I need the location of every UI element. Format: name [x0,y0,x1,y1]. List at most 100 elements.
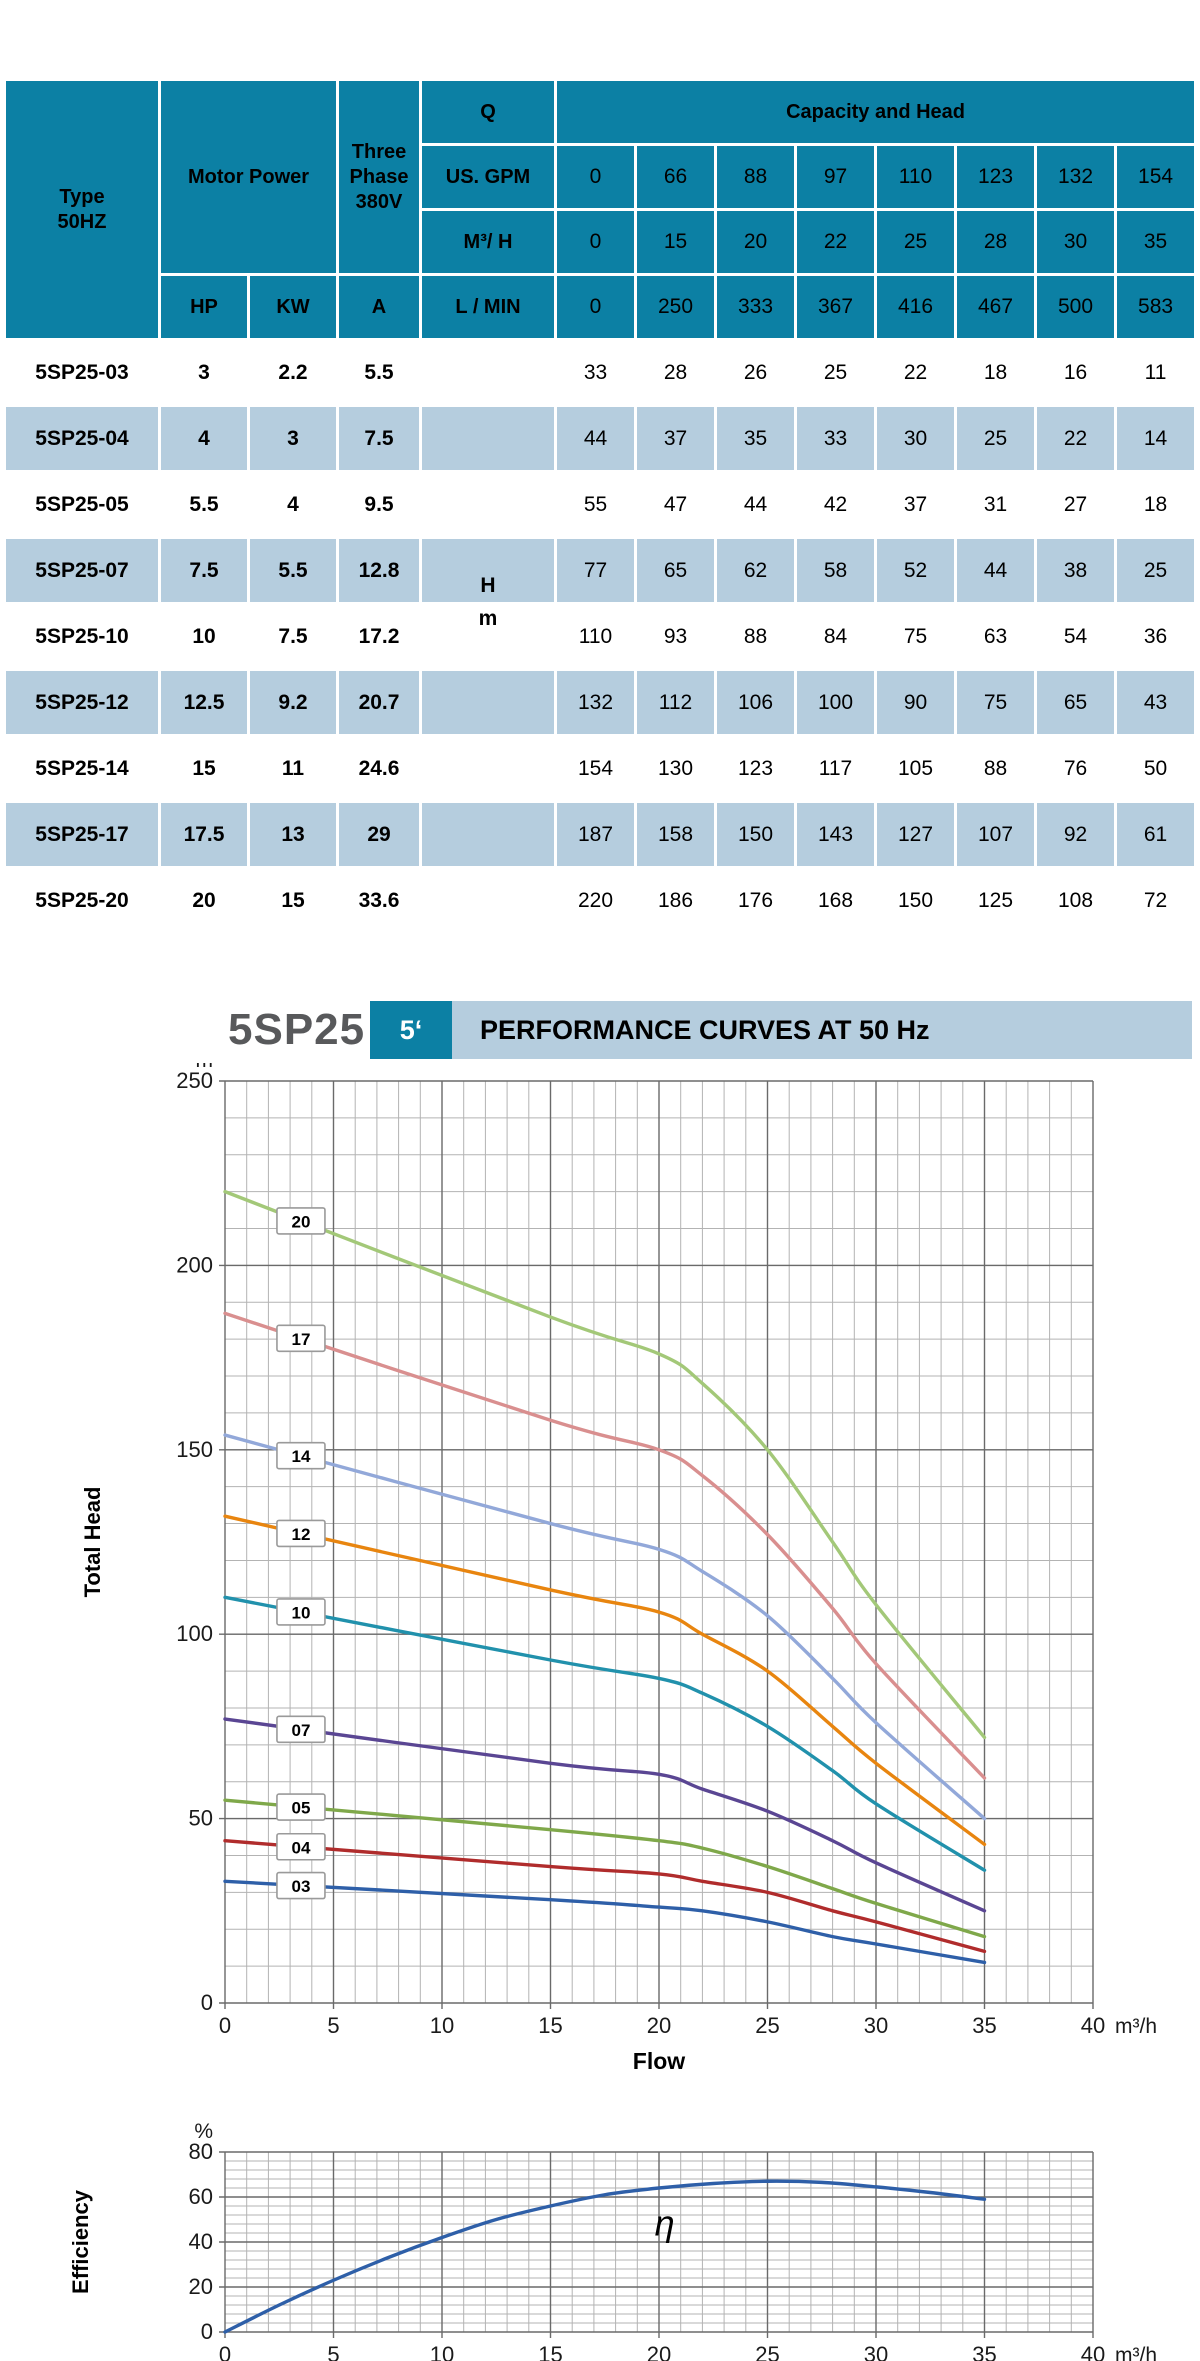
header-a: A [339,276,419,338]
x-unit-label: m³/h [1115,2015,1157,2038]
cell-head-value: 25 [957,407,1034,470]
curve-label-box-03 [276,1871,326,1900]
cell-head-unit [422,803,554,866]
cell-head-value: 22 [877,341,954,404]
cell-head-unit [422,869,554,932]
y-tick-label: 150 [176,1437,213,1462]
cell-hp: 5.5 [161,473,247,536]
curve-label-box-20 [276,1207,326,1235]
cell-head-value: 220 [557,869,634,932]
cell-head-value: 143 [797,803,874,866]
cell-head-value: 88 [717,605,794,668]
curve-03 [223,1879,987,1965]
curve-04 [223,1839,987,1954]
cell-head-value: 44 [957,539,1034,602]
cell-head-value: 154 [557,737,634,800]
cell-head-value: 84 [797,605,874,668]
header-motor-power: Motor Power [161,81,336,273]
cell-head-value: 93 [637,605,714,668]
usgpm-value: 154 [1117,146,1195,208]
cell-head-value: 76 [1037,737,1114,800]
m3h-value: 30 [1037,211,1114,273]
y-tick-label: 0 [201,2319,213,2344]
cell-head-value: 88 [957,737,1034,800]
x-tick-label: 15 [538,2013,562,2038]
cell-amps: 7.5 [339,407,419,470]
cell-kw: 15 [250,869,336,932]
cell-model: 5SP25-14 [6,737,158,800]
cell-kw: 11 [250,737,336,800]
cell-amps: 17.2 [339,605,419,668]
header-row-usgpm: US. GPM 0 66 88 97 110 123 132 154 [6,146,1195,208]
header-type: Type 50HZ [6,81,158,338]
curve-η [223,2179,987,2334]
x-tick-label: 0 [219,2342,231,2361]
y-tick-label: 50 [189,1806,213,1831]
performance-curves-chart: 0501001502002500510152025303540mm³/hFlow… [80,1063,1157,2073]
cell-kw: 13 [250,803,336,866]
x-tick-label: 35 [972,2013,996,2038]
x-axis-title: Flow [633,2048,685,2073]
cell-head-value: 62 [717,539,794,602]
cell-head-value: 43 [1117,671,1195,734]
cell-hp: 7.5 [161,539,247,602]
y-tick-label: 40 [189,2229,213,2254]
header-usgpm-label: US. GPM [422,146,554,208]
cell-head-value: 38 [1037,539,1114,602]
cell-head-value: 50 [1117,737,1195,800]
header-q: Q [422,81,554,143]
cell-head-value: 187 [557,803,634,866]
header-m3h-label: M³/ H [422,211,554,273]
curve-label-04: 04 [291,1838,310,1857]
curve-20 [223,1189,987,1740]
pump-table-body: 5SP25-03 3 2.2 5.5 33 28 26 25 22 18 16 … [6,341,1195,932]
curves [223,2179,987,2334]
cell-model: 5SP25-04 [6,407,158,470]
usgpm-value: 110 [877,146,954,208]
m3h-value: 0 [557,211,634,273]
curve-label-box-10 [276,1598,326,1626]
x-tick-label: 20 [647,2013,671,2038]
cell-head-value: 25 [1117,539,1195,602]
table-row: 5SP25-04 4 3 7.5 44 37 35 33 30 25 22 14 [6,407,1195,470]
cell-head-value: 16 [1037,341,1114,404]
x-tick-label: 10 [430,2342,454,2361]
lmin-value: 583 [1117,276,1195,338]
cell-hp: 3 [161,341,247,404]
cell-hp: 15 [161,737,247,800]
curve-label-12: 12 [291,1525,310,1544]
cell-model: 5SP25-07 [6,539,158,602]
model-title: 5SP25 [228,1005,366,1054]
cell-head-value: 92 [1037,803,1114,866]
cell-model: 5SP25-03 [6,341,158,404]
pump-table-header: Type 50HZ Motor Power Three Phase 380V Q… [6,81,1195,338]
cell-head-value: 54 [1037,605,1114,668]
y-tick-label: 20 [189,2274,213,2299]
cell-kw: 5.5 [250,539,336,602]
curve-label-box-17 [276,1324,326,1353]
y-tick-label: 60 [189,2184,213,2209]
curve-label-14: 14 [291,1447,310,1466]
curve-label-box-05 [276,1793,326,1821]
cell-head-value: 35 [717,407,794,470]
header-three-phase: Three Phase 380V [339,81,419,273]
cell-amps: 5.5 [339,341,419,404]
cell-head-value: 127 [877,803,954,866]
cell-head-value: 61 [1117,803,1195,866]
cell-head-unit [422,671,554,734]
m3h-value: 15 [637,211,714,273]
cell-head-value: 33 [797,407,874,470]
chart-title-bar: 5SP25 5‘ PERFORMANCE CURVES AT 50 Hz [0,1001,1200,1059]
axis-tick-labels: 0501001502002500510152025303540mm³/h [176,1063,1157,2038]
cell-model: 5SP25-05 [6,473,158,536]
cell-head-value: 27 [1037,473,1114,536]
cell-head-unit [422,473,554,536]
m3h-value: 35 [1117,211,1195,273]
cell-kw: 2.2 [250,341,336,404]
cell-head-value: 26 [717,341,794,404]
cell-head-value: 47 [637,473,714,536]
cell-head-value: 52 [877,539,954,602]
cell-head-value: 36 [1117,605,1195,668]
table-row: 5SP25-14 15 11 24.6 154 130 123 117 105 … [6,737,1195,800]
header-row-lmin: HP KW A L / MIN 0 250 333 367 416 467 50… [6,276,1195,338]
